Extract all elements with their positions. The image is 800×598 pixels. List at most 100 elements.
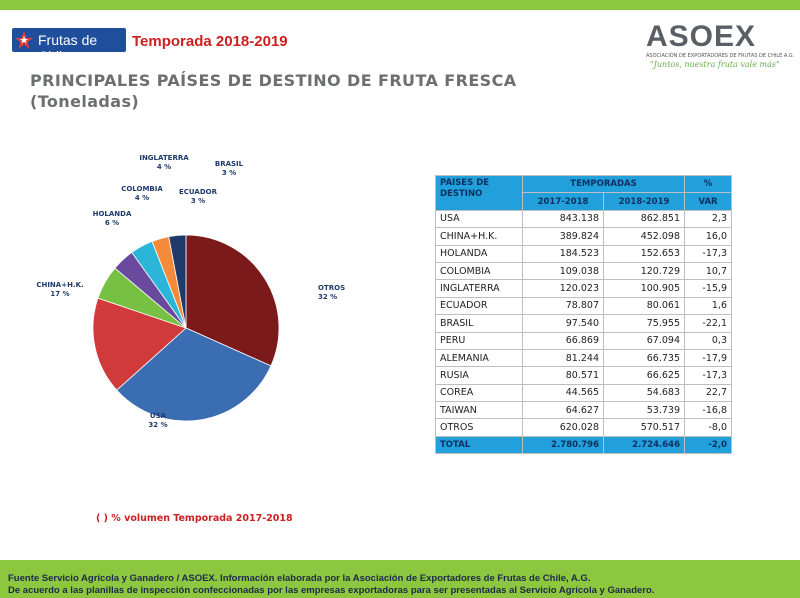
- var-cell: -16,8: [684, 401, 732, 420]
- value-2017-cell: 81.244: [522, 348, 604, 368]
- page-title-line1: PRINCIPALES PAÍSES DE DESTINO DE FRUTA F…: [30, 71, 517, 90]
- table-header-row: PAISES DE DESTINO TEMPORADAS %: [435, 174, 732, 211]
- total-var-cell: -2,0: [684, 435, 732, 455]
- value-2017-cell: 64.627: [522, 401, 604, 420]
- destination-pie-chart: OTROS 32 % USA 32 % CHINA+H.K. 17 % HOLANDA 6 %…: [36, 154, 345, 429]
- total-2017-cell: 2.780.796: [522, 435, 604, 455]
- page-title: PRINCIPALES PAÍSES DE DESTINO DE FRUTA F…: [30, 70, 517, 112]
- country-cell: USA: [435, 209, 523, 229]
- table-row: ECUADOR 78.807 80.061 1,6: [435, 296, 732, 316]
- value-2017-cell: 120.023: [522, 279, 604, 298]
- value-2018-cell: 75.955: [603, 314, 685, 333]
- var-cell: 2,3: [684, 209, 732, 229]
- var-cell: 0,3: [684, 331, 732, 350]
- var-cell: -22,1: [684, 314, 732, 333]
- chart-note: ( ) % volumen Temporada 2017-2018: [96, 513, 293, 524]
- top-green-bar: [0, 0, 800, 10]
- var-cell: 10,7: [684, 261, 732, 281]
- frutas-logo-text: Frutas de Chile: [38, 32, 98, 64]
- header-country-line2: DESTINO: [440, 189, 483, 199]
- pie-slice-label: INGLATERRA 4 %: [139, 154, 189, 171]
- value-2017-cell: 109.038: [522, 261, 604, 281]
- country-cell: PERU: [435, 331, 523, 350]
- table-row: BRASIL 97.540 75.955 -22,1: [435, 314, 732, 333]
- value-2018-cell: 570.517: [603, 418, 685, 437]
- country-cell: TAIWAN: [435, 401, 523, 420]
- total-label-cell: TOTAL: [435, 435, 523, 455]
- var-cell: 16,0: [684, 227, 732, 246]
- value-2018-cell: 67.094: [603, 331, 685, 350]
- country-cell: CHINA+H.K.: [435, 227, 523, 246]
- value-2017-cell: 184.523: [522, 244, 604, 263]
- header-2017: 2017-2018: [522, 192, 604, 211]
- pie-slice: [116, 327, 272, 422]
- header-country-line1: PAISES DE: [440, 178, 490, 188]
- value-2017-cell: 97.540: [522, 314, 604, 333]
- table-row: CHINA+H.K. 389.824 452.098 16,0: [435, 227, 732, 246]
- pie-slice-label: ECUADOR 3 %: [179, 188, 218, 205]
- var-cell: 22,7: [684, 383, 732, 403]
- country-cell: COLOMBIA: [435, 261, 523, 281]
- country-cell: INGLATERRA: [435, 279, 523, 298]
- var-cell: -17,3: [684, 244, 732, 263]
- destinations-table: PAISES DE DESTINO TEMPORADAS % 2017-2018…: [435, 174, 732, 455]
- var-cell: -15,9: [684, 279, 732, 298]
- var-cell: -17,3: [684, 366, 732, 385]
- value-2018-cell: 452.098: [603, 227, 685, 246]
- value-2018-cell: 100.905: [603, 279, 685, 298]
- value-2018-cell: 80.061: [603, 296, 685, 316]
- pie-slice-label: CHINA+H.K. 17 %: [36, 281, 83, 298]
- table-row: ALEMANIA 81.244 66.735 -17,9: [435, 348, 732, 368]
- value-2018-cell: 66.625: [603, 366, 685, 385]
- header-var: VAR: [684, 192, 732, 211]
- chile-star-icon: [15, 31, 33, 49]
- season-label: Temporada 2018-2019: [132, 33, 288, 50]
- header-country: PAISES DE DESTINO: [435, 175, 523, 211]
- value-2017-cell: 389.824: [522, 227, 604, 246]
- total-2018-cell: 2.724.646: [603, 435, 685, 455]
- value-2017-cell: 66.869: [522, 331, 604, 350]
- header-temporadas: TEMPORADAS: [522, 174, 685, 194]
- value-2017-cell: 620.028: [522, 418, 604, 437]
- value-2018-cell: 152.653: [603, 244, 685, 263]
- var-cell: -17,9: [684, 348, 732, 368]
- table-row: OTROS 620.028 570.517 -8,0: [435, 418, 732, 437]
- value-2018-cell: 53.739: [603, 401, 685, 420]
- value-2018-cell: 66.735: [603, 348, 685, 368]
- table-row: USA 843.138 862.851 2,3: [435, 209, 732, 229]
- value-2017-cell: 44.565: [522, 383, 604, 403]
- table-row: COREA 44.565 54.683 22,7: [435, 383, 732, 403]
- value-2017-cell: 843.138: [522, 209, 604, 229]
- country-cell: COREA: [435, 383, 523, 403]
- value-2018-cell: 120.729: [603, 261, 685, 281]
- frutas-de-chile-logo: Frutas de Chile: [12, 28, 126, 64]
- value-2018-cell: 862.851: [603, 209, 685, 229]
- country-cell: ALEMANIA: [435, 348, 523, 368]
- asoex-subtitle: ASOCIACIÓN DE EXPORTADORES DE FRUTAS DE …: [646, 53, 795, 59]
- table-row: RUSIA 80.571 66.625 -17,3: [435, 366, 732, 385]
- table-row: COLOMBIA 109.038 120.729 10,7: [435, 261, 732, 281]
- pie-slice-label: BRASIL 3 %: [215, 160, 244, 177]
- footer-note-line: De acuerdo a las planillas de inspección…: [8, 585, 655, 596]
- var-cell: -8,0: [684, 418, 732, 437]
- header-pct: %: [684, 174, 732, 194]
- country-cell: RUSIA: [435, 366, 523, 385]
- table-row: TAIWAN 64.627 53.739 -16,8: [435, 401, 732, 420]
- pie-slice-label: OTROS 32 %: [318, 284, 345, 301]
- asoex-name: ASOEX: [646, 20, 757, 53]
- footer-source-line: Fuente Servicio Agrícola y Ganadero / AS…: [8, 573, 591, 584]
- pie-slice: [168, 234, 187, 329]
- table-subheader-row: 2017-2018 2018-2019 VAR: [436, 192, 732, 211]
- asoex-logo: ASOEX ASOCIACIÓN DE EXPORTADORES DE FRUT…: [640, 20, 794, 70]
- country-cell: ECUADOR: [435, 296, 523, 316]
- pie-slice: [185, 234, 280, 367]
- table-row: HOLANDA 184.523 152.653 -17,3: [435, 244, 732, 263]
- country-cell: HOLANDA: [435, 244, 523, 263]
- country-cell: BRASIL: [435, 314, 523, 333]
- pie-slice-label: USA 32 %: [148, 412, 167, 429]
- pie-slice-label: COLOMBIA 4 %: [121, 185, 163, 202]
- table-row: PERU 66.869 67.094 0,3: [435, 331, 732, 350]
- value-2018-cell: 54.683: [603, 383, 685, 403]
- pie-slice-label: HOLANDA 6 %: [93, 210, 132, 227]
- value-2017-cell: 80.571: [522, 366, 604, 385]
